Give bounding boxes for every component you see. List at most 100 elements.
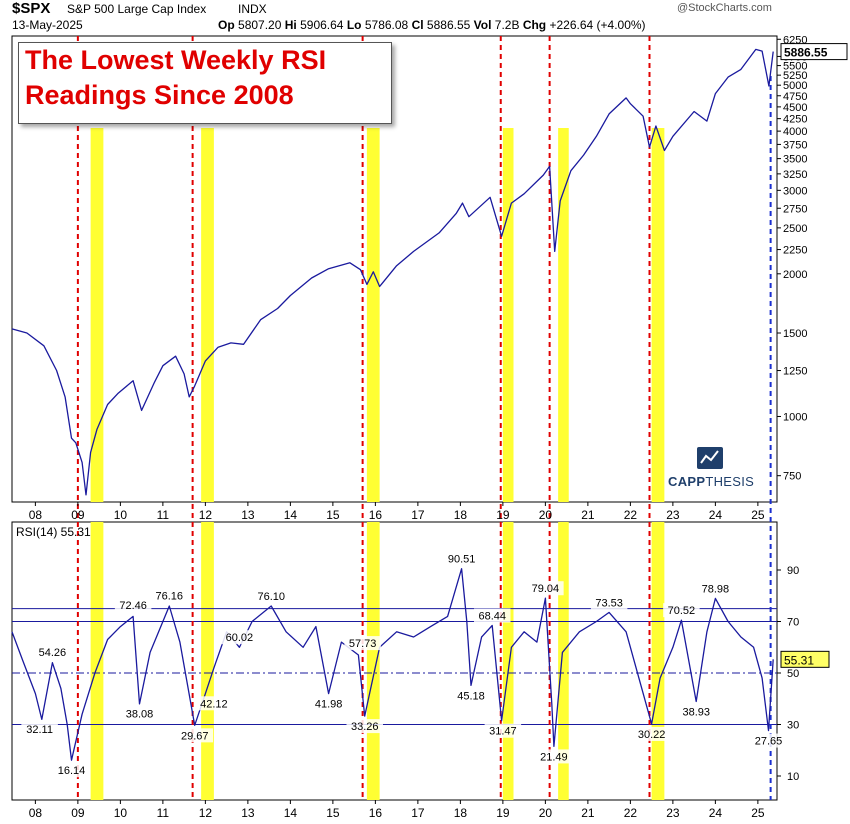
rsi-xtick-label: 13	[241, 806, 255, 820]
price-xtick-label: 22	[624, 508, 638, 522]
rsi-xtick-label: 14	[284, 806, 298, 820]
ohlc-readout: Op 5807.20 Hi 5906.64 Lo 5786.08 Cl 5886…	[218, 18, 646, 32]
vol-value: 7.2B	[494, 18, 520, 32]
price-ytick-label: 3000	[783, 185, 807, 197]
rsi-annotation-22: 38.93	[682, 707, 710, 719]
price-xtick-label: 18	[454, 508, 468, 522]
rsi-annotation-bg-5	[121, 706, 158, 721]
rsi-xtick-label: 20	[539, 806, 553, 820]
rsi-xtick-label: 16	[369, 806, 383, 820]
cl-value: 5886.55	[426, 18, 471, 32]
lo-label: Lo	[346, 18, 362, 32]
rsi-annotation-11: 57.73	[349, 638, 377, 650]
rsi-xtick-label: 18	[454, 806, 468, 820]
price-ytick-label: 1500	[783, 328, 807, 340]
symbol-label: $SPX	[12, 0, 51, 17]
rsi-annotation-bg-20	[633, 726, 670, 741]
price-ytick-label: 3500	[783, 154, 807, 166]
rsi-xtick-label: 19	[496, 806, 510, 820]
rsi-annotation-8: 60.02	[226, 632, 254, 644]
rsi-xtick-label: 10	[114, 806, 128, 820]
rsi-xtick-label: 15	[326, 806, 340, 820]
capp-thesis-logo: CAPPTHESIS	[668, 474, 754, 489]
rsi-annotation-bg-2	[53, 763, 90, 778]
vol-label: Vol	[473, 18, 492, 32]
rsi-series-line	[11, 568, 774, 761]
price-ytick-label: 5500	[783, 61, 807, 73]
price-ytick-label: 750	[783, 471, 801, 483]
logo-bold: CAPP	[668, 474, 706, 489]
rsi-title: RSI(14) 55.31	[16, 525, 91, 539]
price-ytick-label: 2500	[783, 223, 807, 235]
rsi-annotation-bg-15	[452, 688, 490, 703]
rsi-annotation-bg-4	[151, 588, 188, 603]
price-xtick-label: 13	[241, 508, 255, 522]
price-xtick-label: 11	[157, 508, 170, 522]
rsi-annotation-bg-14	[474, 608, 511, 623]
price-ytick-label: 5000	[783, 80, 807, 92]
rsi-annotation-1: 32.11	[26, 724, 53, 736]
rsi-annotation-19: 73.53	[595, 597, 623, 609]
price-ytick-label: 3250	[783, 169, 807, 181]
price-ytick-label: 1000	[783, 411, 807, 423]
rsi-annotation-17: 79.04	[532, 583, 560, 595]
op-value: 5807.20	[238, 18, 282, 32]
rsi-annotation-12: 33.26	[351, 721, 379, 733]
price-ytick-label: 2250	[783, 245, 807, 257]
price-ytick-label: 3750	[783, 139, 807, 151]
rsi-annotation-13: 90.51	[448, 554, 476, 566]
price-xtick-label: 21	[581, 508, 595, 522]
rsi-annotation-bg-24	[750, 733, 787, 748]
rsi-xtick-label: 12	[199, 806, 213, 820]
rsi-annotation-16: 31.47	[489, 726, 517, 738]
rsi-xtick-label: 08	[29, 806, 43, 820]
rsi-annotation-bg-3	[114, 598, 152, 613]
rsi-annotation-bg-8	[221, 630, 258, 645]
rsi-xtick-label: 22	[624, 806, 638, 820]
highlight-band-rsi-4	[558, 522, 569, 800]
rsi-annotation-bg-10	[310, 696, 347, 711]
lo-value: 5786.08	[364, 18, 409, 32]
rsi-annotation-7: 42.12	[200, 698, 228, 710]
highlight-band-rsi-2	[366, 522, 380, 800]
rsi-annotation-bg-7	[195, 696, 233, 711]
rsi-annotation-23: 78.98	[702, 583, 730, 595]
last-price-label: 5886.55	[784, 46, 828, 60]
price-xtick-label: 20	[539, 508, 553, 522]
rsi-annotation-4: 76.16	[155, 591, 183, 603]
rsi-xtick-label: 21	[581, 806, 595, 820]
price-xtick-label: 19	[496, 508, 510, 522]
rsi-annotation-bg-11	[344, 636, 381, 651]
rsi-annotation-bg-21	[663, 603, 700, 618]
rsi-annotation-bg-22	[678, 704, 715, 719]
rsi-xtick-label: 11	[157, 806, 170, 820]
highlight-band-rsi-0	[90, 522, 104, 800]
highlight-band-rsi-3	[502, 522, 514, 800]
capp-thesis-icon-line	[700, 450, 719, 464]
callout-line-1: The Lowest Weekly RSI	[25, 45, 327, 75]
stockcharts-watermark: @StockCharts.com	[677, 2, 772, 14]
highlight-band-price-1	[201, 128, 214, 502]
highlight-band-rsi-1	[201, 522, 214, 800]
price-xtick-label: 23	[666, 508, 680, 522]
rsi-xtick-label: 23	[666, 806, 680, 820]
callout-line-2: Readings Since 2008	[25, 80, 294, 110]
hi-label: Hi	[284, 18, 297, 32]
price-series-line	[11, 48, 774, 496]
price-ytick-label: 4750	[783, 91, 807, 103]
rsi-annotation-bg-13	[443, 551, 480, 566]
price-xtick-label: 14	[284, 508, 298, 522]
rsi-ytick-label: 50	[787, 668, 799, 680]
rsi-annotation-24: 27.65	[755, 736, 783, 748]
highlight-band-price-5	[651, 128, 665, 502]
rsi-ytick-label: 30	[787, 720, 799, 732]
rsi-annotation-bg-9	[253, 588, 290, 603]
price-xtick-label: 16	[369, 508, 383, 522]
price-xtick-label: 12	[199, 508, 213, 522]
rsi-ytick-label: 10	[787, 771, 799, 783]
rsi-annotation-21: 70.52	[668, 605, 696, 617]
rsi-annotation-bg-19	[590, 595, 628, 610]
rsi-annotation-bg-1	[21, 722, 58, 737]
rsi-ytick-label: 90	[787, 565, 799, 577]
